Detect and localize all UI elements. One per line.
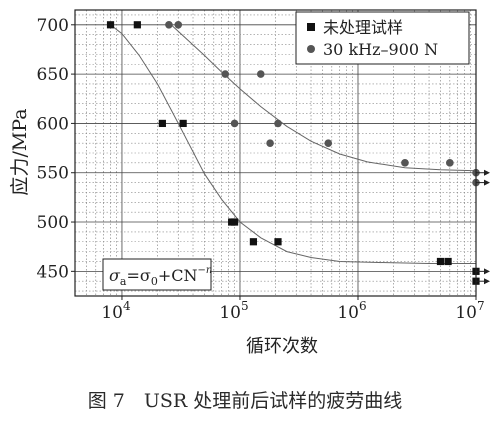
eq-sub-a: a (120, 275, 127, 288)
eq-cn: +CN (158, 266, 198, 285)
figure-caption: 图 7 USR 处理前后试样的疲劳曲线 (87, 390, 403, 412)
x-tick-base: 10 (455, 303, 477, 323)
marker-square-series-0 (436, 257, 445, 266)
marker-circle-series-1 (174, 20, 183, 29)
marker-circle-series-1 (324, 139, 333, 147)
x-tick-label: 107 (455, 299, 484, 323)
marker-circle-series-1 (165, 20, 173, 29)
x-tick-label: 106 (337, 299, 366, 323)
fit-curve-series-0 (110, 24, 476, 264)
x-tick-label: 104 (101, 299, 131, 323)
legend-label-usr: 30 kHz–900 N (323, 40, 438, 59)
x-tick-exponent: 4 (123, 299, 131, 313)
legend-label-untreated: 未处理试样 (323, 18, 403, 37)
marker-square-series-0 (133, 21, 141, 29)
eq-exp: −n (197, 265, 212, 276)
x-tick-base: 10 (219, 303, 241, 323)
fit-curves (110, 22, 477, 264)
marker-square-series-0 (274, 238, 282, 246)
runout-arrow-head (484, 278, 490, 285)
equation-box (102, 258, 212, 291)
runout-arrow-head (484, 179, 490, 186)
eq-mid: =σ (126, 266, 150, 285)
y-tick-label: 450 (37, 262, 69, 282)
y-axis-label: 应力/MPa (9, 108, 31, 195)
marker-square-series-0 (106, 21, 115, 29)
marker-square-series-0 (230, 218, 239, 226)
equation-annotation: σa=σ0+CN−n (102, 258, 212, 291)
fit-curve-series-1 (168, 22, 477, 172)
marker-circle-series-1 (221, 70, 230, 78)
y-tick-label: 500 (37, 213, 69, 233)
legend-box (295, 11, 470, 65)
runout-arrows (476, 169, 490, 285)
y-tick-labels: 450 500 550 600 650 700 (37, 16, 75, 282)
marker-square-series-0 (158, 119, 166, 128)
x-tick-base: 10 (337, 303, 359, 323)
eq-sigma: σ (109, 266, 121, 285)
runout-arrow-head (484, 268, 490, 275)
marker-circle-series-1 (446, 159, 454, 167)
marker-circle-series-1 (401, 159, 409, 167)
x-axis-label: 循环次数 (246, 336, 318, 357)
x-tick-labels: 104 105 106 107 (101, 296, 485, 323)
x-tick-base: 10 (101, 303, 123, 323)
marker-square-series-0 (249, 238, 258, 246)
x-tick-label: 105 (219, 299, 248, 323)
marker-square-series-0 (444, 257, 452, 266)
eq-sub-0: 0 (151, 275, 158, 288)
marker-circle-series-1 (274, 119, 282, 128)
y-tick-label: 700 (37, 16, 69, 36)
legend: 未处理试样 30 kHz–900 N (295, 11, 470, 65)
marker-circle-series-1 (230, 119, 239, 128)
runout-arrow-head (484, 169, 490, 176)
equation-text: σa=σ0+CN−n (109, 265, 212, 288)
marker-circle-series-1 (266, 139, 274, 147)
legend-circle-marker (307, 45, 315, 53)
y-tick-label: 650 (37, 65, 69, 85)
marker-square-series-0 (179, 119, 187, 128)
y-tick-label: 550 (37, 164, 69, 184)
x-tick-exponent: 5 (241, 299, 249, 313)
x-tick-exponent: 7 (477, 299, 485, 313)
x-tick-exponent: 6 (359, 299, 367, 313)
marker-circle-series-1 (256, 70, 265, 78)
y-tick-label: 600 (37, 114, 69, 134)
legend-square-marker (307, 23, 315, 31)
plot-frame (74, 9, 477, 297)
